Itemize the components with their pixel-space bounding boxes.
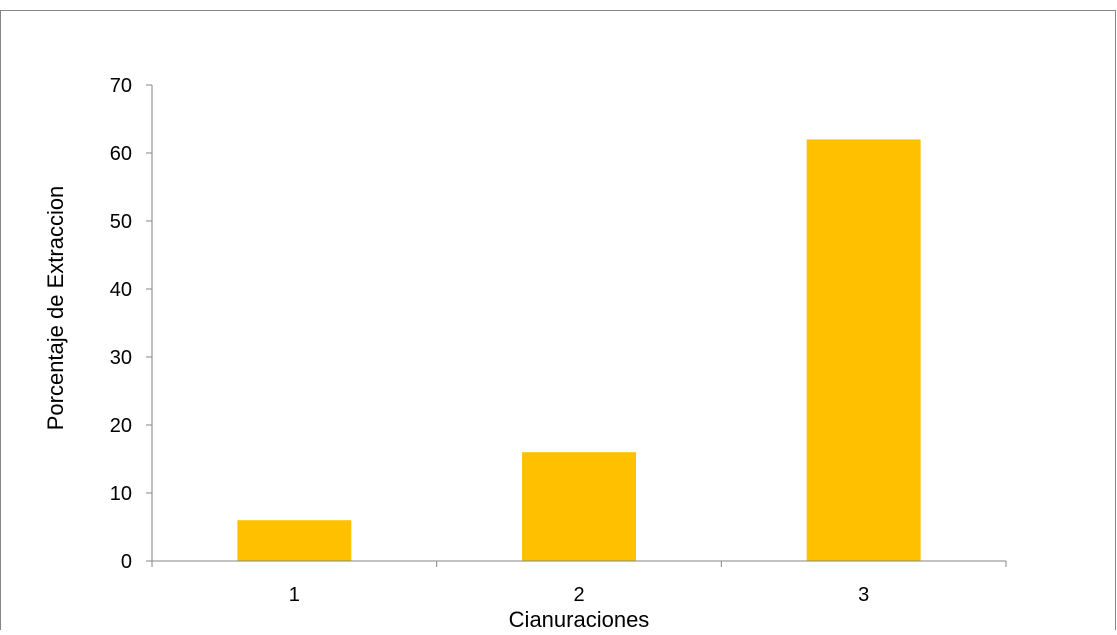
x-tick-label: 3 [858,584,869,606]
axes-group [146,84,1007,567]
y-tick-label: 10 [110,483,132,505]
y-tick-label: 40 [110,279,132,301]
x-tick-label: 1 [289,584,300,606]
y-tick-label: 50 [110,211,132,233]
y-tick-label: 60 [110,143,132,165]
y-axis-title: Porcentaje de Extraccion [43,186,68,431]
y-tick-label: 0 [121,551,132,573]
bars-group [237,139,921,561]
tick-labels-group: 0 10 20 30 40 50 60 70 1 2 3 [110,75,869,606]
x-axis-title: Cianuraciones [509,607,650,630]
bar-3 [806,139,921,561]
chart-border [0,10,1116,635]
bar-1 [237,520,352,561]
y-tick-label: 30 [110,347,132,369]
bar-2 [522,452,636,561]
y-tick-label: 20 [110,415,132,437]
y-tick-label: 70 [110,75,132,97]
x-tick-label: 2 [573,584,584,606]
